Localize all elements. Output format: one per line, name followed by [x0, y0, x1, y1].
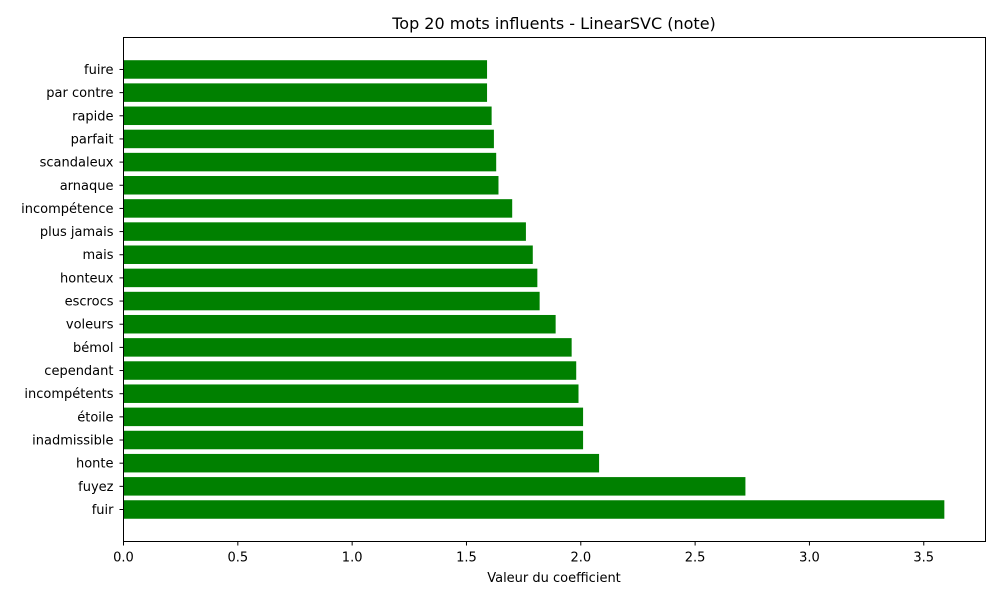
plot-frame: [123, 37, 986, 542]
bar: [123, 129, 494, 149]
bar: [123, 222, 526, 241]
y-tick-label: honte: [76, 457, 114, 472]
y-tick-label: incompétents: [24, 387, 113, 402]
bar: [123, 407, 584, 427]
bar: [123, 430, 584, 450]
x-tick-label: 0.0: [113, 551, 134, 566]
bar: [123, 176, 499, 195]
y-tick-label: incompétence: [21, 202, 113, 217]
x-tick-label: 0.5: [227, 551, 248, 566]
x-axis-ticks: 0.0 0.5 1.0 1.5 2.0 2.5 3.0 3.5: [113, 541, 934, 566]
y-tick-label: plus jamais: [40, 225, 114, 240]
chart-title: Top 20 mots influents - LinearSVC (note): [391, 14, 716, 33]
bar: [123, 314, 556, 334]
y-tick-label: par contre: [46, 86, 113, 101]
bar: [123, 291, 540, 311]
y-tick-label: cependant: [44, 364, 113, 379]
x-axis-label: Valeur du coefficient: [487, 571, 621, 586]
bar: [123, 245, 533, 264]
y-tick-label: arnaque: [60, 179, 114, 194]
bar: [123, 60, 488, 79]
x-tick-label: 3.0: [799, 551, 820, 566]
y-tick-label: escrocs: [65, 295, 114, 310]
bar: [123, 453, 600, 473]
y-tick-label: fuire: [84, 63, 114, 78]
bar: [123, 338, 572, 357]
bar: [123, 268, 538, 288]
y-tick-label: honteux: [60, 271, 114, 286]
bar: [123, 199, 513, 218]
bar: [123, 83, 488, 102]
bar: [123, 152, 497, 172]
y-tick-label: fuir: [92, 503, 114, 518]
bar: [123, 361, 577, 380]
y-tick-label: voleurs: [66, 318, 114, 333]
x-tick-label: 3.5: [913, 551, 934, 566]
y-tick-label: étoile: [77, 410, 113, 425]
bar: [123, 500, 945, 519]
y-axis-ticks: fuir fuyez honte inadmissible étoile incompét…: [21, 63, 124, 518]
bar: [123, 106, 492, 126]
x-tick-label: 1.5: [456, 551, 477, 566]
y-tick-label: bémol: [73, 341, 113, 356]
x-tick-label: 2.5: [685, 551, 706, 566]
y-tick-label: fuyez: [78, 480, 114, 495]
y-tick-label: parfait: [71, 132, 114, 147]
bars-group: [123, 60, 945, 519]
y-tick-label: mais: [82, 248, 113, 263]
x-tick-label: 2.0: [570, 551, 591, 566]
bar: [123, 384, 579, 403]
bar: [123, 477, 746, 496]
y-tick-label: scandaleux: [40, 156, 114, 171]
y-tick-label: rapide: [72, 109, 113, 124]
x-tick-label: 1.0: [342, 551, 363, 566]
y-tick-label: inadmissible: [32, 434, 113, 449]
